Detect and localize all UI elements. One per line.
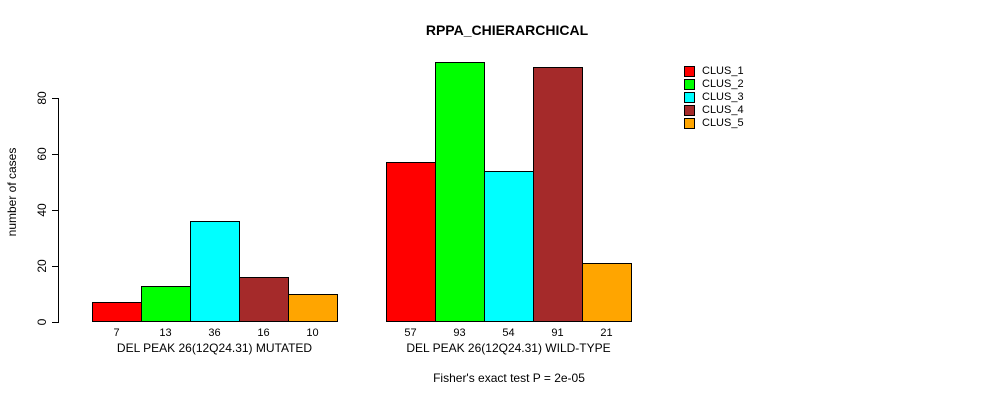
bar-value-label: 21 bbox=[600, 327, 613, 339]
bar-value-label: 54 bbox=[502, 327, 515, 339]
y-tick-label: 20 bbox=[35, 259, 49, 273]
bar-value-label: 57 bbox=[404, 327, 417, 339]
bar bbox=[92, 302, 142, 322]
footnote: Fisher's exact test P = 2e-05 bbox=[433, 371, 585, 385]
bar bbox=[239, 277, 289, 322]
bar bbox=[386, 162, 436, 322]
y-axis bbox=[58, 98, 59, 323]
y-tick bbox=[52, 98, 58, 99]
y-tick-label: 60 bbox=[35, 147, 49, 161]
y-tick bbox=[52, 266, 58, 267]
y-tick-label: 40 bbox=[35, 203, 49, 217]
y-tick-label: 80 bbox=[35, 91, 49, 105]
bar bbox=[288, 294, 338, 322]
legend-label: CLUS_2 bbox=[702, 78, 744, 90]
bar-value-label: 36 bbox=[208, 327, 221, 339]
group-label: DEL PEAK 26(12Q24.31) MUTATED bbox=[116, 341, 313, 355]
legend-swatch bbox=[684, 105, 695, 116]
y-tick bbox=[52, 210, 58, 211]
bar-value-label: 91 bbox=[551, 327, 564, 339]
bar bbox=[533, 67, 583, 322]
bar bbox=[484, 170, 534, 322]
legend-label: CLUS_3 bbox=[702, 91, 744, 103]
bar bbox=[190, 221, 240, 322]
legend-label: CLUS_4 bbox=[702, 104, 744, 116]
y-axis-label: number of cases bbox=[5, 147, 19, 237]
bar-value-label: 10 bbox=[306, 327, 319, 339]
legend-label: CLUS_1 bbox=[702, 65, 744, 77]
chart-title: RPPA_CHIERARCHICAL bbox=[425, 22, 589, 38]
bar-value-label: 16 bbox=[257, 327, 270, 339]
y-tick bbox=[52, 322, 58, 323]
legend-label: CLUS_5 bbox=[702, 117, 744, 129]
bar-value-label: 7 bbox=[113, 327, 120, 339]
y-tick bbox=[52, 154, 58, 155]
bar-value-label: 93 bbox=[453, 327, 466, 339]
legend-swatch bbox=[684, 79, 695, 90]
bar-value-label: 13 bbox=[159, 327, 172, 339]
bar bbox=[141, 285, 191, 322]
bar bbox=[435, 61, 485, 322]
bar bbox=[582, 263, 632, 322]
group-label: DEL PEAK 26(12Q24.31) WILD-TYPE bbox=[406, 341, 611, 355]
y-tick-label: 0 bbox=[35, 318, 49, 326]
legend-swatch bbox=[684, 92, 695, 103]
legend-swatch bbox=[684, 118, 695, 129]
legend-swatch bbox=[684, 66, 695, 77]
